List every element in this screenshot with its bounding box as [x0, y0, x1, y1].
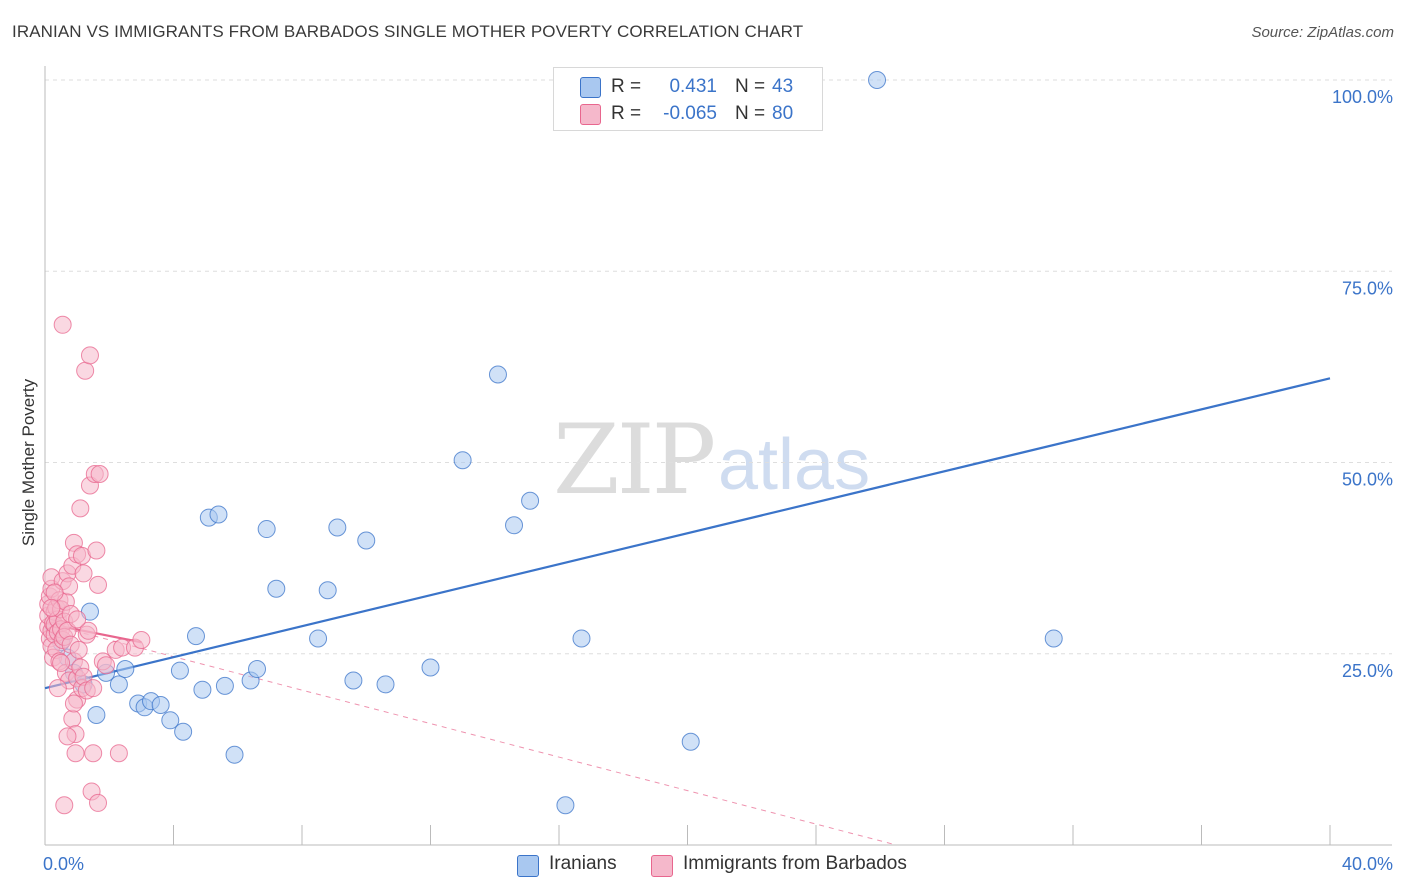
chart-source: Source: ZipAtlas.com	[1251, 24, 1394, 41]
point-iranians	[318, 581, 337, 600]
stats-legend: R = 0.431 N = 43 R = -0.065 N = 80	[553, 67, 823, 131]
point-barbados	[89, 575, 108, 594]
point-barbados	[79, 621, 98, 640]
legend-r-label: R =	[611, 103, 642, 124]
point-barbados	[87, 541, 106, 560]
legend-n-value: 43	[772, 76, 794, 97]
point-barbados	[109, 744, 128, 763]
point-iranians	[681, 732, 700, 751]
point-iranians	[186, 627, 205, 646]
point-barbados	[55, 796, 74, 815]
legend-row-iranians: R = 0.431 N = 43	[554, 74, 822, 102]
point-barbados	[58, 727, 77, 746]
point-iranians	[151, 696, 170, 715]
point-iranians	[267, 579, 286, 598]
legend-swatch-iranians	[517, 855, 539, 877]
point-iranians	[248, 660, 267, 679]
legend-n-label: N =	[735, 76, 766, 97]
point-barbados	[84, 679, 103, 698]
y-tick-label: 25.0%	[1342, 661, 1393, 681]
y-tick-label: 75.0%	[1342, 278, 1393, 298]
point-iranians	[225, 745, 244, 764]
grid-layer	[45, 79, 1392, 655]
y-tick-label: 50.0%	[1342, 470, 1393, 490]
point-barbados	[76, 361, 95, 380]
point-iranians	[109, 675, 128, 694]
point-iranians	[174, 722, 193, 741]
legend-row-barbados: R = -0.065 N = 80	[554, 101, 822, 129]
y-tick-label: 100.0%	[1332, 87, 1393, 107]
watermark-atlas: atlas	[718, 425, 871, 505]
x-tick-label: 40.0%	[1342, 854, 1393, 874]
point-iranians	[505, 516, 524, 535]
point-layer	[39, 71, 1063, 815]
y-axis-title: Single Mother Poverty	[19, 378, 38, 546]
point-barbados	[69, 640, 88, 659]
point-barbados	[132, 630, 151, 649]
legend-r-value: 0.431	[669, 76, 717, 97]
point-iranians	[488, 365, 507, 384]
point-iranians	[87, 705, 106, 724]
point-barbados	[74, 564, 93, 583]
point-iranians	[116, 660, 135, 679]
legend-swatch-iranians	[580, 77, 601, 98]
trend-line-dashed-1	[44, 622, 897, 846]
point-iranians	[453, 451, 472, 470]
x-tick-label: 0.0%	[43, 854, 84, 874]
point-barbados	[97, 656, 116, 675]
point-barbados	[64, 694, 83, 713]
point-iranians	[257, 520, 276, 539]
legend-n-label: N =	[735, 103, 766, 124]
point-iranians	[357, 531, 376, 550]
point-barbados	[45, 583, 64, 602]
watermark-zip: ZIP	[553, 404, 716, 516]
point-iranians	[572, 629, 591, 648]
legend-label-iranians: Iranians	[549, 853, 617, 874]
trend-layer	[44, 377, 1331, 846]
label-layer: 25.0% 50.0% 75.0% 100.0% 0.0% 40.0% Single Mot…	[19, 87, 1393, 874]
point-iranians	[193, 680, 212, 699]
point-barbados	[90, 464, 109, 483]
point-iranians	[209, 505, 228, 524]
point-iranians	[161, 711, 180, 730]
point-barbados	[89, 793, 108, 812]
legend-label-barbados: Immigrants from Barbados	[683, 853, 907, 874]
chart-title: IRANIAN VS IMMIGRANTS FROM BARBADOS SING…	[12, 22, 804, 41]
point-iranians	[215, 676, 234, 695]
point-iranians	[1044, 629, 1063, 648]
point-barbados	[71, 499, 90, 518]
point-iranians	[344, 671, 363, 690]
point-iranians	[309, 629, 328, 648]
point-barbados	[80, 346, 99, 365]
point-iranians	[556, 796, 575, 815]
point-iranians	[328, 518, 347, 537]
legend-r-label: R =	[611, 76, 642, 97]
legend-r-value: -0.065	[663, 103, 717, 124]
point-iranians	[521, 491, 540, 510]
point-barbados	[52, 653, 71, 672]
point-barbados	[53, 315, 72, 334]
point-iranians	[421, 658, 440, 677]
point-iranians	[376, 675, 395, 694]
point-iranians	[868, 71, 887, 89]
legend-swatch-barbados	[651, 855, 673, 877]
point-barbados	[42, 598, 61, 617]
point-barbados	[66, 744, 85, 763]
point-barbados	[84, 744, 103, 763]
point-barbados	[68, 610, 87, 629]
legend-swatch-barbados	[580, 104, 601, 125]
point-iranians	[170, 661, 189, 680]
axis-layer	[44, 66, 1392, 846]
point-barbados	[63, 709, 82, 728]
point-barbados	[48, 679, 67, 698]
legend-n-value: 80	[772, 103, 794, 124]
trend-line-0	[44, 377, 1331, 690]
